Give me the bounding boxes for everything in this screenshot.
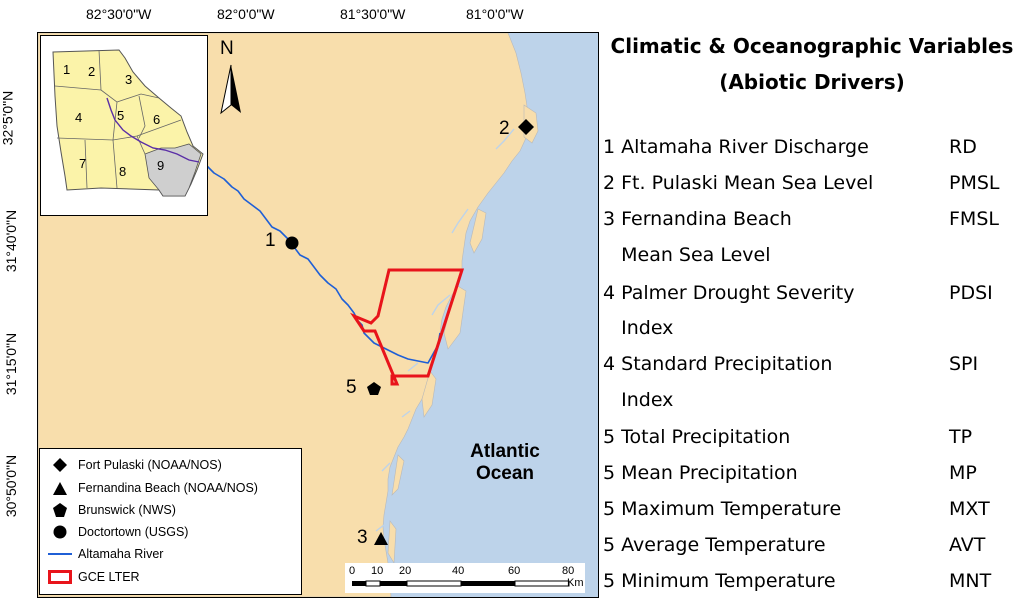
- altamaha-river: [205, 164, 441, 364]
- legend-label: Fernandina Beach (NOAA/NOS): [78, 481, 258, 495]
- doctortown-circle-marker: [285, 236, 299, 250]
- longitude-label: 81°0'0"W: [466, 6, 524, 22]
- variable-name: 5 Maximum Temperature: [603, 498, 842, 520]
- site-label-5: 5: [346, 377, 357, 398]
- variable-name: 3 Fernandina Beach: [603, 208, 792, 230]
- latitude-label: 31°15'0"N: [3, 332, 20, 396]
- variables-panel: Climatic & Oceanographic Variables (Abio…: [600, 0, 1024, 605]
- ocean-label-line2: Ocean: [475, 463, 535, 484]
- longitude-label: 81°30'0"W: [340, 6, 406, 22]
- barrier-island: [443, 284, 467, 350]
- inset-map: 1 2 3 4 5 6 7 8 9: [40, 35, 208, 216]
- variable-abbreviation: SPI: [949, 353, 979, 375]
- legend-item: Doctortown (USGS): [48, 523, 188, 541]
- inset-region-label: 4: [75, 110, 82, 125]
- variable-abbreviation: PDSI: [949, 282, 993, 304]
- longitude-label: 82°0'0"W: [217, 6, 275, 22]
- variable-abbreviation: MNT: [949, 570, 992, 592]
- latitude-label: 32°5'0"N: [0, 90, 16, 146]
- inset-region-label: 9: [157, 158, 164, 173]
- variable-name: Index: [603, 389, 674, 411]
- scale-tick-label: 40: [452, 565, 465, 577]
- legend-item: GCE LTER: [48, 568, 140, 586]
- tidal-creek: [375, 128, 515, 532]
- region-9: [144, 143, 202, 197]
- variable-abbreviation: FMSL: [949, 208, 999, 230]
- site-label-3: 3: [357, 527, 368, 548]
- variable-name: 4 Standard Precipitation: [603, 353, 833, 375]
- barrier-island: [469, 208, 487, 254]
- legend-label: Altamaha River: [78, 547, 164, 561]
- rectangle-icon: [48, 568, 72, 586]
- legend-item: Brunswick (NWS): [48, 501, 176, 519]
- north-arrow-icon: [220, 64, 241, 115]
- scale-tick-label: 60: [508, 565, 521, 577]
- scale-tick-label: 20: [399, 565, 412, 577]
- variable-name: 5 Minimum Temperature: [603, 570, 836, 592]
- brunswick-pentagon-marker: [367, 382, 381, 395]
- fernandina-triangle-marker: [374, 532, 388, 545]
- legend-label: Fort Pulaski (NOAA/NOS): [78, 458, 222, 472]
- variable-name: 1 Altamaha River Discharge: [603, 136, 869, 158]
- variable-abbreviation: MXT: [949, 498, 990, 520]
- fort-pulaski-diamond-marker: [518, 119, 534, 135]
- map-legend: Fort Pulaski (NOAA/NOS) Fernandina Beach…: [39, 448, 302, 595]
- inset-region-label: 8: [119, 164, 126, 179]
- scale-bar-graphic: [352, 580, 570, 587]
- diamond-icon: [48, 456, 72, 474]
- legend-item: Fort Pulaski (NOAA/NOS): [48, 456, 222, 474]
- legend-label: Doctortown (USGS): [78, 525, 189, 539]
- legend-label: Brunswick (NWS): [78, 503, 176, 517]
- north-label: N: [220, 38, 234, 59]
- line-icon: [48, 545, 72, 563]
- variable-abbreviation: TP: [949, 426, 973, 448]
- inset-region-label: 7: [79, 156, 86, 171]
- latitude-label: 30°50'0"N: [3, 454, 20, 518]
- inset-river: [106, 97, 200, 163]
- scale-unit-label: Km: [567, 577, 584, 589]
- circle-icon: [48, 523, 72, 541]
- variable-abbreviation: MP: [949, 462, 977, 484]
- ocean-label: Atlantic Ocean: [455, 441, 555, 485]
- variable-abbreviation: AVT: [949, 534, 986, 556]
- inset-region-label: 6: [153, 112, 160, 127]
- legend-item: Fernandina Beach (NOAA/NOS): [48, 479, 258, 497]
- scale-bar: 0 10 20 40 60 80 Km: [345, 563, 585, 593]
- site-label-1: 1: [265, 230, 276, 251]
- variable-name: Index: [603, 317, 674, 339]
- gce-lter-boundary: [350, 268, 465, 386]
- variable-abbreviation: RD: [949, 136, 977, 158]
- variable-name: Mean Sea Level: [603, 244, 771, 266]
- panel-title: Climatic & Oceanographic Variables (Abio…: [600, 28, 1024, 100]
- ocean-label-line1: Atlantic: [470, 441, 540, 462]
- variable-name: 4 Palmer Drought Severity: [603, 282, 855, 304]
- legend-item: Altamaha River: [48, 545, 163, 563]
- inset-region-label: 5: [117, 108, 124, 123]
- scale-tick-label: 80: [562, 565, 575, 577]
- inset-region-label: 2: [88, 64, 95, 79]
- variable-name: 5 Mean Precipitation: [603, 462, 798, 484]
- region-boundaries: [54, 49, 182, 189]
- barrier-island: [391, 454, 405, 496]
- inset-region-label: 3: [125, 72, 132, 87]
- latitude-label: 31°40'0"N: [3, 209, 20, 273]
- legend-label: GCE LTER: [78, 570, 140, 584]
- scale-tick-label: 10: [371, 565, 384, 577]
- variable-name: 2 Ft. Pulaski Mean Sea Level: [603, 172, 874, 194]
- panel-title-line2: (Abiotic Drivers): [719, 70, 905, 94]
- variable-name: 5 Average Temperature: [603, 534, 826, 556]
- site-label-2: 2: [499, 118, 510, 139]
- barrier-island: [421, 370, 437, 418]
- inset-region-label: 1: [63, 62, 70, 77]
- triangle-icon: [48, 479, 72, 497]
- panel-title-line1: Climatic & Oceanographic Variables: [610, 34, 1014, 58]
- scale-tick-label: 0: [349, 565, 356, 577]
- pentagon-icon: [48, 501, 72, 519]
- variable-abbreviation: PMSL: [949, 172, 1000, 194]
- georgia-inset: 1 2 3 4 5 6 7 8 9: [52, 49, 204, 197]
- variable-name: 5 Total Precipitation: [603, 426, 791, 448]
- longitude-label: 82°30'0"W: [86, 6, 152, 22]
